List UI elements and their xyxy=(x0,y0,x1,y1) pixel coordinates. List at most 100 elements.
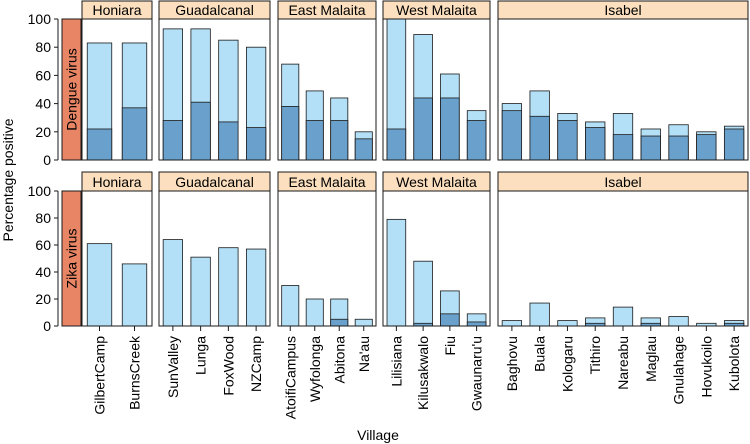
bar-total xyxy=(386,218,407,327)
x-tick-label: Kubolota xyxy=(726,336,742,391)
y-tick-label: 20 xyxy=(35,124,51,140)
x-tick-label: Wyfolonga xyxy=(307,336,323,402)
bar-total xyxy=(281,285,300,327)
bar-total xyxy=(246,248,267,327)
y-tick-label: 60 xyxy=(35,237,51,253)
bar-total xyxy=(218,247,239,327)
x-tick-label: Na'au xyxy=(356,336,372,372)
bar-dark xyxy=(354,138,373,161)
facet-strip-label: Guadalcanal xyxy=(175,2,254,18)
row-strip-label: Dengue virus xyxy=(64,48,80,131)
bar-dark xyxy=(330,120,349,161)
facet-strip-label: Guadalcanal xyxy=(175,174,254,190)
x-tick-label: SunValley xyxy=(165,336,181,398)
bar-dark xyxy=(162,120,183,161)
y-tick-label: 40 xyxy=(35,96,51,112)
x-tick-label: Lunga xyxy=(193,336,209,375)
plot-area: 0 20 40 60 80 100 Dengue virus Honiara Guadalcan… xyxy=(28,0,749,419)
y-axis-title: Percentage positive xyxy=(0,118,16,241)
y-tick-label: 100 xyxy=(28,11,52,27)
bar-dark xyxy=(557,120,578,161)
y-tick-label: 0 xyxy=(43,152,51,168)
bar-total xyxy=(162,239,183,327)
panel-frame xyxy=(277,190,377,327)
facet-strip-label: West Malaita xyxy=(396,174,477,190)
x-tick-label: Abitona xyxy=(331,336,347,384)
panel-frame xyxy=(497,190,749,327)
x-tick-label: Tithiro xyxy=(587,336,603,375)
bar-total xyxy=(190,256,211,327)
bar-dark xyxy=(640,135,661,161)
x-tick-label: Hovukoilo xyxy=(698,336,714,398)
x-tick-label: BurnsCreek xyxy=(127,335,143,410)
bar-total xyxy=(413,260,433,327)
facet-strip-label: East Malaita xyxy=(288,2,365,18)
x-tick-label: Nareabu xyxy=(615,336,631,390)
panel-frame xyxy=(382,190,491,327)
panel-frame xyxy=(81,18,153,161)
bar-total xyxy=(121,263,148,327)
row-strip xyxy=(61,18,82,161)
y-tick-label: 40 xyxy=(35,264,51,280)
y-tick-label: 20 xyxy=(35,291,51,307)
bar-dark xyxy=(723,128,745,161)
bar-dark xyxy=(501,110,523,161)
bar-total xyxy=(305,298,324,327)
facet-strip-label: Honiara xyxy=(92,2,141,18)
panel-frame xyxy=(277,18,377,161)
bar-dark xyxy=(529,115,550,161)
panel-frame xyxy=(497,18,749,161)
bar-dark xyxy=(281,106,300,161)
bar-total xyxy=(529,302,550,327)
x-tick-label: FoxWood xyxy=(220,336,236,396)
bar-dark xyxy=(218,121,239,161)
panel-frame xyxy=(158,190,271,327)
bar-dark xyxy=(440,97,460,161)
x-tick-label: Fiu xyxy=(442,336,458,355)
bar-dark xyxy=(585,127,606,161)
y-tick-label: 0 xyxy=(43,318,51,334)
bar-total xyxy=(354,318,373,327)
bar-total xyxy=(612,306,634,327)
x-tick-label: Gnulahage xyxy=(671,336,687,405)
panel-frame xyxy=(158,18,271,161)
bar-dark xyxy=(190,101,211,161)
facet-strip-label: Isabel xyxy=(604,174,641,190)
x-tick-label: Lilisiana xyxy=(388,336,404,387)
y-tick-label: 60 xyxy=(35,67,51,83)
bar-dark xyxy=(413,97,433,161)
x-tick-label: AtoifiCampus xyxy=(282,336,298,419)
bar-dark xyxy=(440,313,460,327)
facet-strip-label: East Malaita xyxy=(288,174,365,190)
x-tick-label: GilbertCamp xyxy=(92,336,108,415)
panel-frame xyxy=(81,190,153,327)
bar-dark xyxy=(612,134,634,161)
bar-total xyxy=(86,243,113,327)
x-tick-label: Kilusakwalo xyxy=(415,336,431,410)
x-tick-label: Maglau xyxy=(643,336,659,382)
facet-strip-label: Honiara xyxy=(92,174,141,190)
row-strip xyxy=(61,190,82,327)
x-tick-label: NZCamp xyxy=(248,336,264,392)
y-tick-label: 100 xyxy=(28,183,52,199)
bar-total xyxy=(668,316,689,327)
x-tick-label: Kologaru xyxy=(559,336,575,392)
bar-dark xyxy=(121,107,148,161)
x-tick-label: Gwaunaru'u xyxy=(469,336,485,411)
bar-total xyxy=(557,320,578,327)
bar-total xyxy=(501,320,523,327)
bar-dark xyxy=(466,120,487,161)
x-tick-label: Buala xyxy=(532,336,548,372)
y-tick-label: 80 xyxy=(35,210,51,226)
panel-frame xyxy=(382,18,491,161)
bar-dark xyxy=(668,135,689,161)
bar-dark xyxy=(305,120,324,161)
facet-strip-label: West Malaita xyxy=(396,2,477,18)
bar-dark xyxy=(466,321,487,327)
facet-strip-label: Isabel xyxy=(604,2,641,18)
bar-dark xyxy=(330,318,349,327)
bar-dark xyxy=(386,128,407,161)
bar-dark xyxy=(696,134,717,161)
row-strip-label: Zika virus xyxy=(64,229,80,289)
